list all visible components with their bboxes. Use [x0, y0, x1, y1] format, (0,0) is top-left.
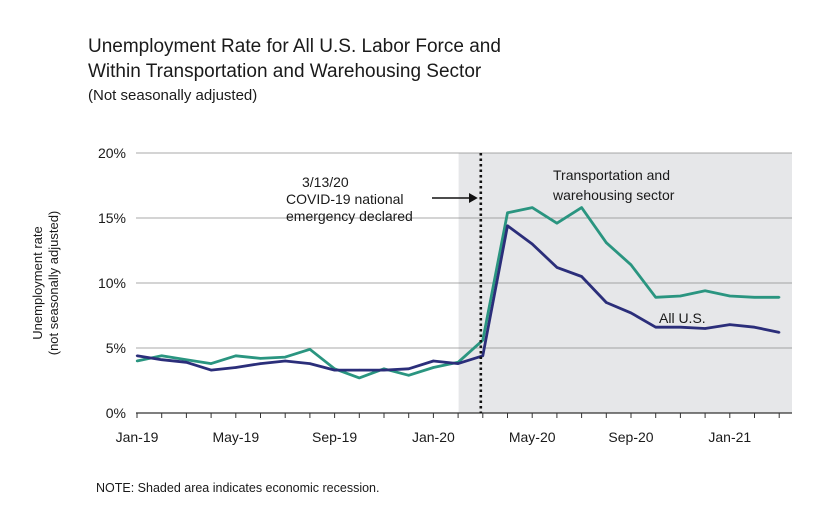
x-tick-label: Jan-21: [708, 429, 751, 445]
chart-title-line2: Within Transportation and Warehousing Se…: [88, 61, 482, 82]
data-point: [753, 296, 756, 299]
data-point: [728, 294, 731, 298]
data-point: [333, 368, 336, 372]
data-point: [605, 241, 608, 244]
data-point: [432, 366, 435, 369]
x-tick-label: Sep-20: [608, 429, 653, 445]
y-axis-label: Unemployment rate: [30, 226, 45, 339]
data-point: [703, 327, 707, 330]
data-point: [679, 294, 682, 298]
data-point: [778, 296, 781, 299]
y-tick-label: 5%: [106, 340, 126, 356]
data-point: [629, 263, 633, 266]
data-point: [209, 362, 213, 365]
data-point: [654, 296, 657, 299]
data-point: [185, 358, 188, 361]
data-point: [160, 354, 163, 357]
data-point: [506, 224, 509, 227]
data-point: [605, 301, 608, 304]
data-point: [308, 362, 312, 365]
data-point: [778, 331, 781, 334]
series-label-transportation: Transportation and: [553, 167, 670, 183]
y-tick-label: 15%: [98, 210, 126, 226]
data-point: [506, 211, 509, 214]
data-point: [481, 354, 484, 357]
series-label-all-us: All U.S.: [659, 310, 706, 326]
series-label-transportation-line2: warehousing sector: [552, 187, 675, 203]
x-tick-label: Jan-19: [116, 429, 159, 445]
data-point: [234, 366, 237, 369]
data-point: [753, 326, 756, 329]
data-point: [629, 311, 633, 315]
data-point: [580, 206, 583, 209]
data-point: [728, 323, 731, 326]
data-point: [555, 266, 559, 269]
data-point: [185, 361, 188, 364]
data-point: [284, 359, 287, 363]
data-point: [358, 368, 361, 372]
data-point: [531, 206, 534, 209]
data-point: [209, 368, 213, 372]
data-point: [703, 289, 707, 292]
data-point: [456, 362, 460, 365]
data-point: [407, 374, 410, 377]
annotation-arrowhead: [469, 193, 478, 203]
data-point: [135, 354, 139, 357]
data-point: [308, 348, 312, 351]
y-tick-label: 0%: [106, 405, 126, 421]
chart-subtitle: (Not seasonally adjusted): [88, 87, 258, 104]
data-point: [654, 326, 657, 329]
data-point: [358, 376, 361, 380]
y-tick-label: 10%: [98, 275, 126, 291]
data-point: [135, 359, 139, 363]
data-point: [531, 242, 534, 246]
data-point: [481, 339, 484, 342]
data-point: [555, 222, 559, 225]
data-point: [259, 362, 262, 365]
annotation-text-line3: emergency declared: [286, 208, 413, 224]
chart-title: Unemployment Rate for All U.S. Labor For…: [88, 36, 501, 57]
data-point: [259, 357, 262, 360]
data-point: [160, 358, 163, 361]
data-point: [580, 275, 583, 278]
data-point: [679, 326, 682, 329]
x-tick-label: Jan-20: [412, 429, 455, 445]
x-tick-label: May-19: [212, 429, 259, 445]
y-tick-label: 20%: [98, 145, 126, 161]
footnote: NOTE: Shaded area indicates economic rec…: [96, 481, 380, 495]
data-point: [284, 355, 287, 359]
data-point: [432, 359, 435, 363]
x-tick-label: May-20: [509, 429, 556, 445]
y-axis-label-line2: (not seasonally adjusted): [46, 211, 61, 356]
data-point: [407, 367, 410, 370]
x-tick-label: Sep-19: [312, 429, 357, 445]
annotation-text: COVID-19 national: [286, 191, 404, 207]
annotation-date: 3/13/20: [302, 174, 349, 190]
data-point: [234, 354, 237, 357]
data-point: [382, 368, 386, 372]
